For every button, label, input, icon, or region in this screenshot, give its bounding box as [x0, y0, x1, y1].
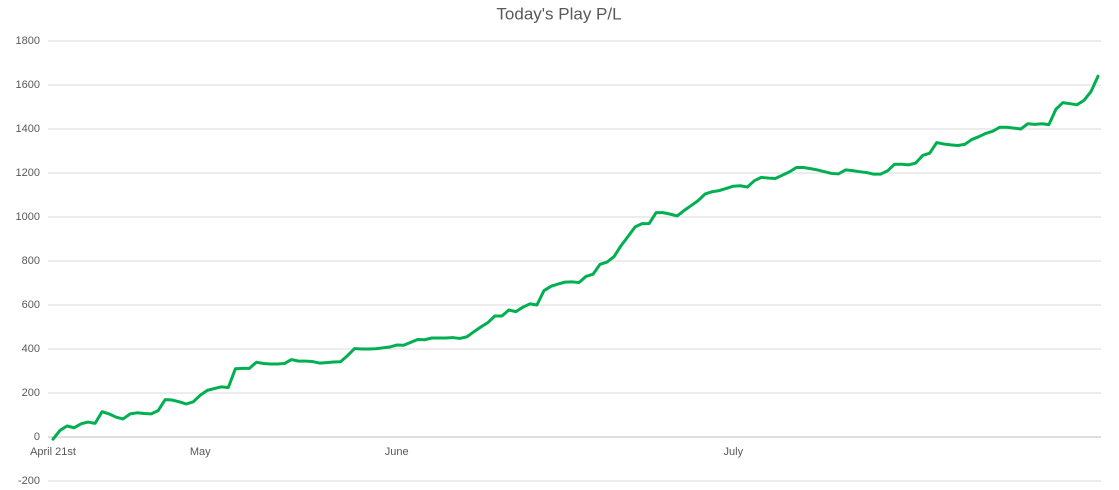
x-tick-label: July: [724, 446, 744, 458]
y-tick-label: 1000: [16, 211, 40, 223]
y-tick-label: -200: [18, 475, 40, 487]
y-tick-label: 1400: [16, 123, 40, 135]
y-tick-label: 200: [22, 387, 40, 399]
y-tick-label: 1800: [16, 35, 40, 47]
y-tick-label: 600: [22, 299, 40, 311]
chart-title: Today's Play P/L: [496, 4, 621, 23]
x-tick-label: June: [385, 446, 409, 458]
y-tick-label: 1200: [16, 167, 40, 179]
x-tick-label: May: [190, 446, 211, 458]
y-tick-label: 400: [22, 343, 40, 355]
y-tick-label: 1600: [16, 79, 40, 91]
x-tick-label: April 21st: [30, 446, 76, 458]
y-tick-label: 800: [22, 255, 40, 267]
y-tick-label: 0: [34, 431, 40, 443]
line-series: [51, 74, 1100, 441]
